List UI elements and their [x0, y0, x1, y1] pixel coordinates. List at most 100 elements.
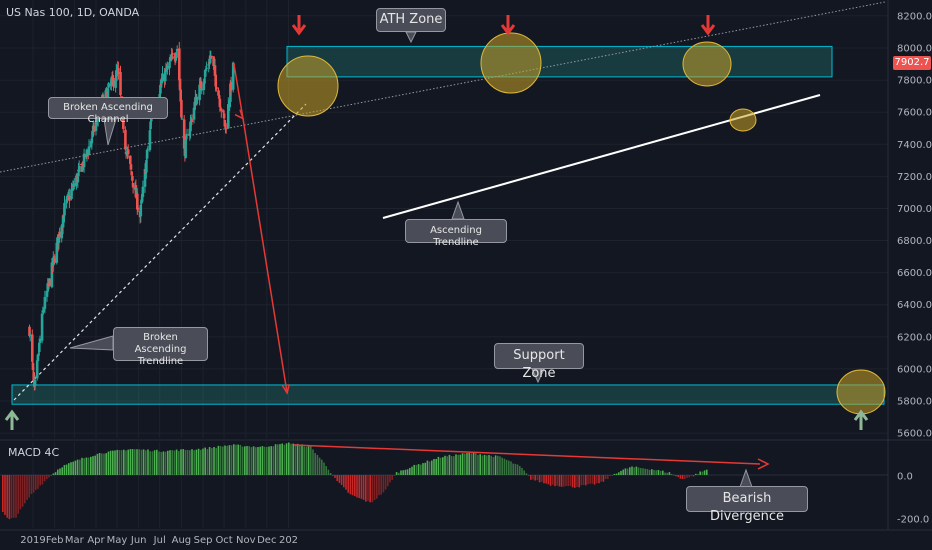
macd-bar-negative: [591, 475, 594, 484]
candle-up: [71, 183, 75, 186]
candle-down: [129, 164, 133, 170]
highlight-circle: [682, 41, 732, 87]
candle-down: [178, 78, 182, 91]
macd-bar-negative: [541, 475, 543, 482]
macd-bar-positive: [211, 448, 213, 475]
macd-bar-positive: [424, 462, 426, 475]
macd-bar-positive: [327, 469, 330, 475]
candle-up: [204, 69, 208, 71]
candle-down: [86, 151, 89, 153]
macd-bar-positive: [655, 470, 657, 475]
macd-bar-positive: [87, 457, 90, 475]
macd-bar-positive: [180, 449, 182, 475]
macd-bar-positive: [301, 444, 303, 475]
macd-bar-positive: [259, 446, 261, 475]
candle-up: [90, 138, 94, 143]
macd-bar-positive: [134, 449, 136, 475]
candle-up: [67, 194, 70, 196]
macd-bar-positive: [637, 467, 640, 475]
candle-up: [170, 54, 173, 60]
candle-up: [209, 56, 213, 58]
highlight-circle: [480, 32, 542, 94]
candle-up: [40, 313, 44, 341]
macd-bar-negative: [582, 475, 585, 486]
candle-down: [58, 231, 61, 238]
macd-bar-positive: [633, 467, 635, 475]
candle-down: [222, 113, 226, 119]
price-tick-label: 6000.0: [897, 364, 932, 375]
macd-bar-positive: [274, 444, 277, 475]
candle-up: [207, 64, 210, 66]
price-tick-label: 7000.0: [897, 204, 932, 215]
macd-bar-positive: [670, 473, 673, 475]
macd-bar-positive: [450, 456, 453, 475]
support-zone-box: [11, 384, 885, 405]
macd-bar-positive: [305, 446, 308, 475]
macd-bar-positive: [620, 470, 622, 475]
macd-bar-negative: [21, 475, 24, 507]
macd-bar-positive: [312, 449, 314, 475]
candle-down: [87, 154, 90, 156]
candle-up: [185, 134, 189, 136]
candle-down: [92, 126, 96, 132]
macd-bar-positive: [464, 453, 466, 475]
macd-bar-negative: [527, 475, 530, 476]
macd-bar-positive: [651, 469, 653, 475]
candle-down: [223, 119, 227, 127]
macd-bar-positive: [664, 472, 666, 475]
macd-bar-negative: [686, 475, 688, 478]
candle-up: [36, 354, 40, 362]
last-price-tag: 7902.7: [893, 56, 931, 70]
macd-bar-positive: [475, 453, 477, 475]
macd-bar-positive: [512, 463, 514, 475]
macd-bar-positive: [622, 469, 624, 475]
time-axis: 2019 Feb Mar Apr May Jun Jul Aug Sep Oct Nov Dec 202: [0, 529, 932, 546]
time-tick-label: Feb: [46, 535, 64, 546]
macd-bar-positive: [173, 450, 176, 475]
candle-up: [168, 62, 171, 69]
macd-bar-positive: [514, 463, 517, 475]
candle-up: [114, 79, 117, 88]
price-tick-label: 5800.0: [897, 397, 932, 408]
macd-bar-positive: [160, 451, 162, 475]
macd-bar-negative: [690, 475, 693, 477]
candle-up: [164, 70, 167, 82]
macd-bar-positive: [250, 447, 253, 475]
support-zone-callout: Support Zone: [494, 343, 584, 381]
macd-bar-positive: [499, 456, 501, 475]
macd-bar-positive: [120, 450, 123, 475]
candle-down: [173, 56, 176, 59]
macd-bar-positive: [477, 454, 479, 475]
divergence-arrowhead: [757, 458, 770, 470]
macd-bar-positive: [653, 469, 655, 475]
macd-bar-negative: [367, 475, 369, 502]
macd-bar-negative: [609, 475, 611, 476]
candle-up: [33, 380, 37, 386]
macd-bar-positive: [230, 445, 233, 475]
macd-bar-positive: [459, 454, 462, 475]
macd-bar-positive: [437, 456, 440, 475]
candle-up: [205, 67, 208, 69]
macd-bar-positive: [516, 464, 519, 475]
macd-bar-positive: [281, 443, 283, 475]
candle-down: [129, 155, 132, 164]
grid: [0, 0, 888, 528]
candle-down: [213, 65, 217, 76]
macd-bar-positive: [501, 457, 503, 475]
macd-bar-negative: [574, 475, 576, 488]
macd-bar-positive: [101, 453, 103, 475]
macd-bar-positive: [206, 449, 209, 475]
macd-bar-positive: [461, 453, 464, 475]
macd-bar-positive: [307, 445, 310, 475]
macd-bar-negative: [365, 475, 367, 502]
candle-down: [28, 326, 31, 337]
price-tick-label: 5600.0: [897, 429, 932, 440]
candle-down: [224, 128, 228, 130]
macd-bar-negative: [345, 475, 347, 490]
macd-bar-negative: [576, 475, 578, 488]
candle-up: [203, 78, 206, 84]
macd-bar-negative: [334, 475, 336, 478]
candle-down: [136, 207, 140, 210]
macd-bar-positive: [618, 472, 620, 475]
